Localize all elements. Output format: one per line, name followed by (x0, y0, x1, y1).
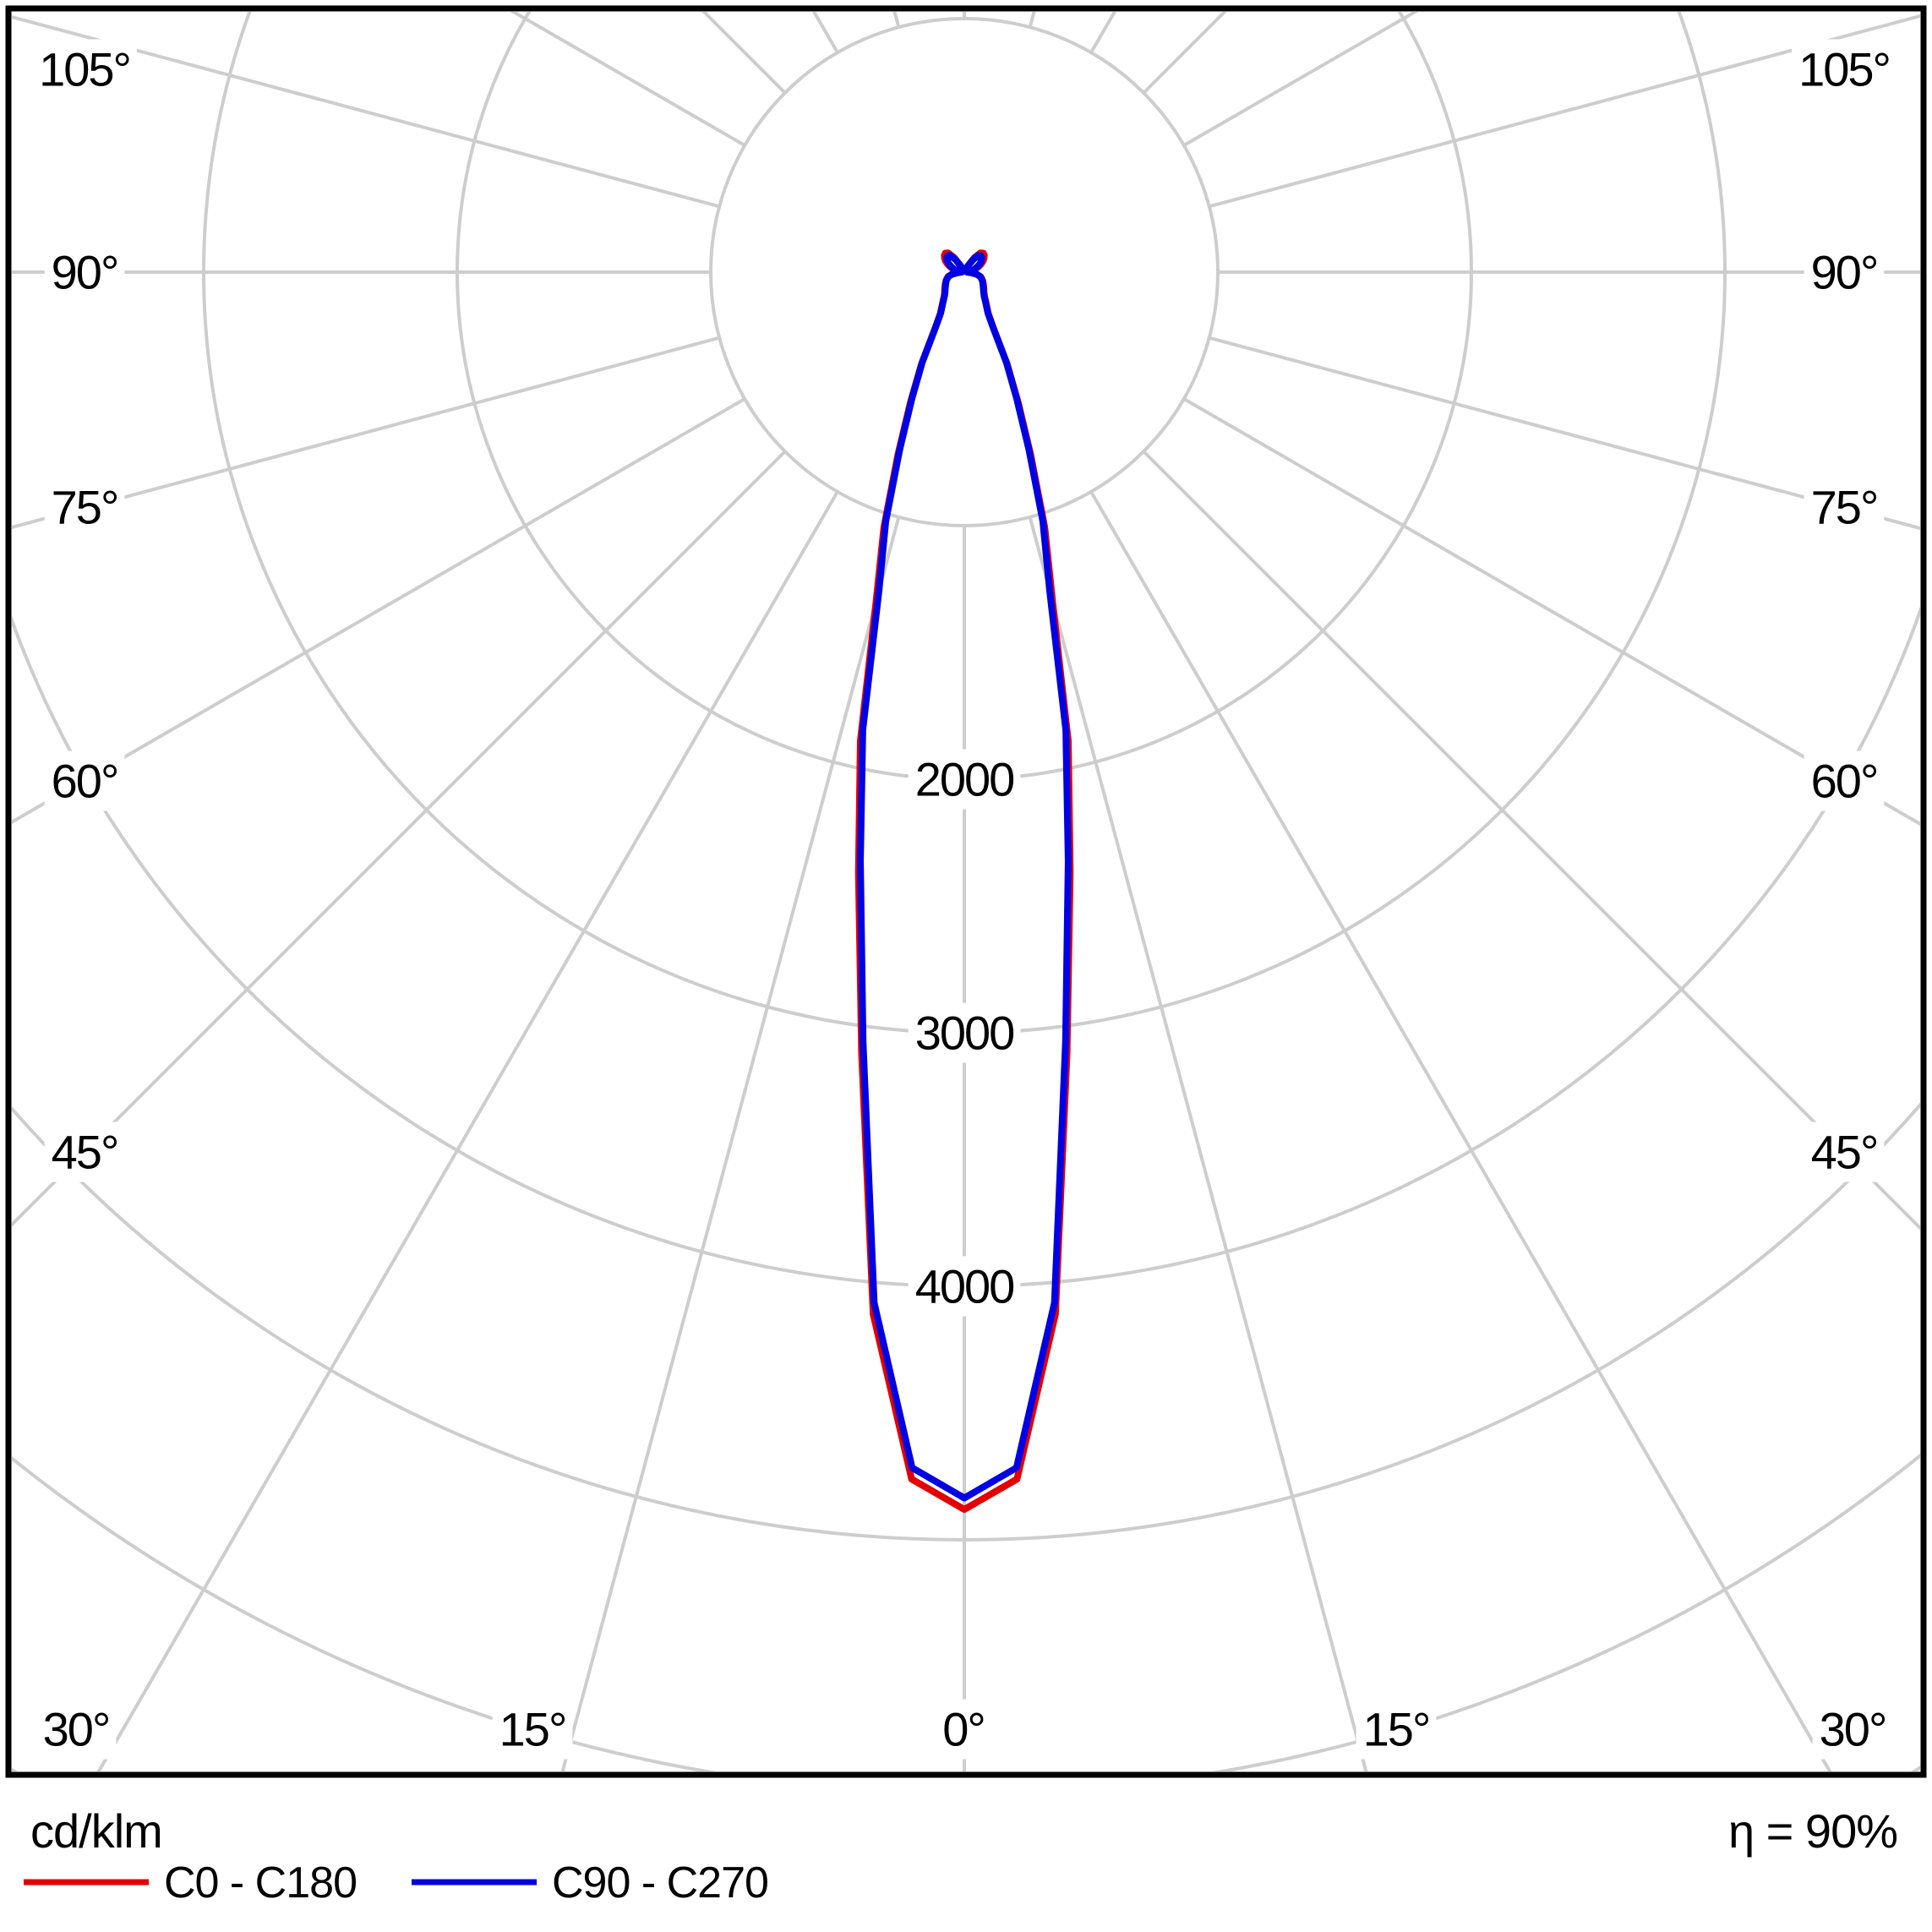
angle-label-right-45-mask (1804, 1122, 1885, 1182)
angle-label-bottom-left-0-mask (936, 1699, 991, 1760)
radial-tick-label-3000-mask (908, 1002, 1021, 1063)
angle-label-bottom-left-15-mask (492, 1699, 573, 1760)
angle-label-left-45: 45° (52, 1126, 118, 1179)
axis-labels: 105° 105° 90° 90° 75° 75° 60° 60° 45° 45° 30° 30° 15… (32, 39, 1897, 1760)
angle-label-right-105: 105° (1798, 43, 1890, 96)
angle-label-left-75-mask (44, 477, 125, 538)
angle-label-left-90: 90° (52, 246, 118, 299)
angle-label-left-90-mask (44, 242, 125, 303)
grid-spoke-L45 (12, 450, 787, 1227)
grid-spoke-L15 (560, 516, 901, 1771)
grid-spoke-R45 (1142, 450, 1920, 1231)
chart-frame (5, 5, 1927, 1778)
angle-label-left-45-mask (44, 1122, 125, 1182)
angle-label-right-60: 60° (1811, 755, 1878, 808)
angle-label-right-45: 45° (1811, 1126, 1878, 1179)
grid-spoke-L75 (12, 336, 720, 530)
radial-tick-label-4000-mask (908, 1256, 1021, 1317)
grid-spoke-R75 (1209, 336, 1920, 531)
curve-c90-c270 (857, 252, 1072, 1502)
intensity-curves (854, 249, 1074, 1513)
angle-label-right-90: 90° (1811, 246, 1878, 299)
angle-label-bottom-left-0: 0° (942, 1703, 985, 1756)
radial-tick-label-2000-mask (908, 749, 1021, 810)
angle-label-bottom-right-15: 15° (1363, 1703, 1430, 1756)
angle-label-bottom-right-30: 30° (1820, 1703, 1886, 1756)
grid-spoke-R105 (1209, 14, 1920, 209)
angle-label-left-60: 60° (52, 755, 118, 808)
angle-label-right-75: 75° (1811, 481, 1878, 534)
grid-spoke-R30 (1089, 490, 1832, 1771)
angle-label-bottom-right-30-mask (1812, 1699, 1893, 1760)
radial-tick-label-2000: 2000 (915, 753, 1014, 806)
radial-tick-label-4000: 4000 (915, 1260, 1014, 1313)
grid-spoke-L30 (96, 490, 839, 1771)
angle-label-bottom-left-15: 15° (499, 1703, 566, 1756)
legend-label-c90-c270: C90 - C270 (552, 1858, 768, 1907)
grid-spoke-L60 (12, 397, 746, 824)
angle-label-bottom-left-30: 30° (43, 1703, 110, 1756)
angle-label-left-60-mask (44, 750, 125, 811)
grid-spoke-R60 (1182, 397, 1920, 827)
unit-label: cd/klm (30, 1804, 162, 1858)
angle-label-right-60-mask (1804, 750, 1885, 811)
angle-label-left-105: 105° (39, 43, 130, 96)
angle-label-bottom-left-30-mask (35, 1699, 117, 1760)
grid-spoke-R165 (1028, 12, 1036, 28)
angle-label-right-105-mask (1792, 39, 1897, 100)
angle-label-right-75-mask (1804, 477, 1885, 538)
grid-spoke-R15 (1028, 516, 1368, 1771)
grid-spoke-L105 (12, 14, 720, 209)
angle-label-right-90-mask (1804, 242, 1885, 303)
angle-label-bottom-right-15-mask (1356, 1699, 1437, 1760)
radial-tick-label-3000: 3000 (915, 1007, 1014, 1060)
legend: C0 - C180 C90 - C270 (24, 1858, 769, 1907)
grid-spoke-L165 (892, 12, 901, 28)
legend-label-c0-c180: C0 - C180 (164, 1858, 357, 1907)
angle-label-left-75: 75° (52, 481, 118, 534)
efficiency-label: η = 90% (1728, 1804, 1897, 1858)
angle-label-left-105-mask (32, 39, 137, 100)
